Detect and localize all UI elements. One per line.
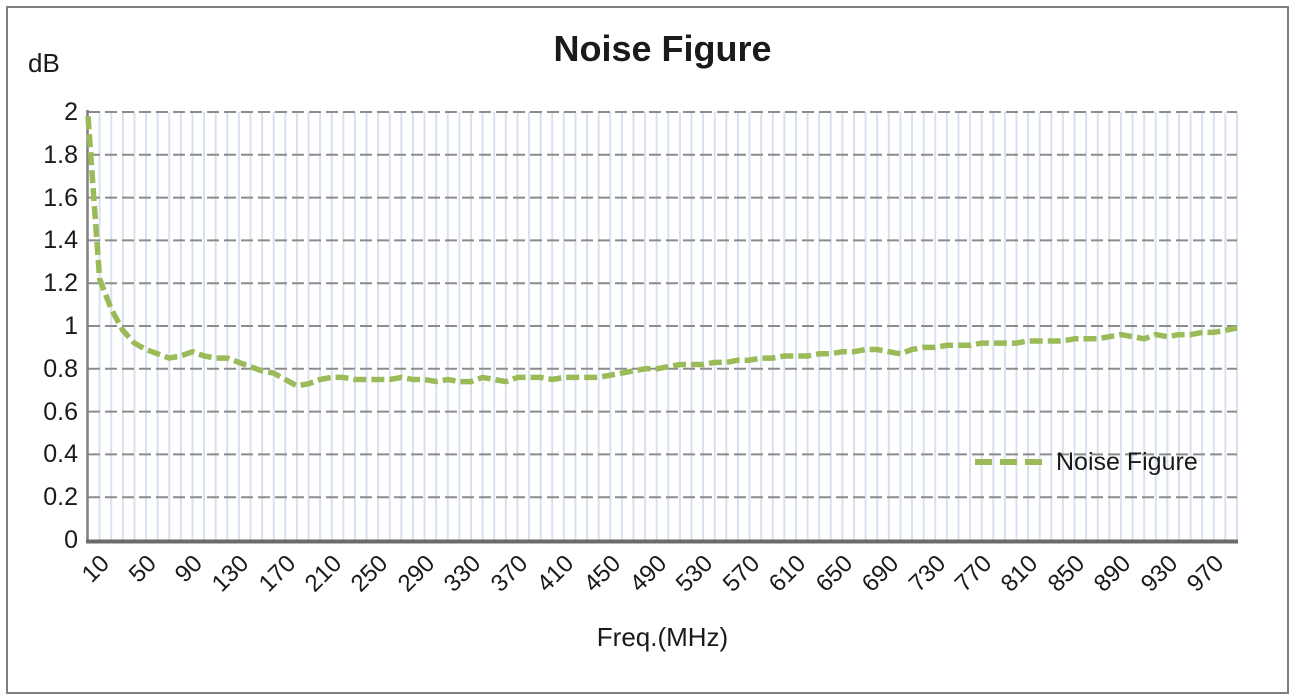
horizontal-gridlines	[88, 111, 1237, 499]
chart-title: Noise Figure	[553, 28, 772, 69]
y-axis-unit-label: dB	[28, 48, 60, 78]
legend-label: Noise Figure	[1056, 448, 1198, 476]
noise-figure-series-line	[85, 116, 1238, 389]
y-axis-tick-label: 0.6	[43, 397, 78, 426]
y-axis-tick-label: 0.8	[43, 354, 78, 383]
y-axis-tick-label: 1.2	[43, 269, 78, 298]
y-axis-tick-label: 2	[64, 98, 78, 126]
y-axis-tick-label: 1.4	[43, 226, 78, 255]
x-axis-title: Freq.(MHz)	[596, 622, 729, 652]
y-axis-tick-label: 1.6	[43, 183, 78, 212]
y-axis-tick-label: 1	[64, 312, 78, 340]
y-axis-tick-label: 1.8	[43, 140, 78, 169]
y-axis-tick-label: 0	[64, 526, 78, 554]
y-axis-tick-label: 0.2	[43, 483, 78, 512]
y-axis-tick-label: 0.4	[43, 440, 78, 469]
